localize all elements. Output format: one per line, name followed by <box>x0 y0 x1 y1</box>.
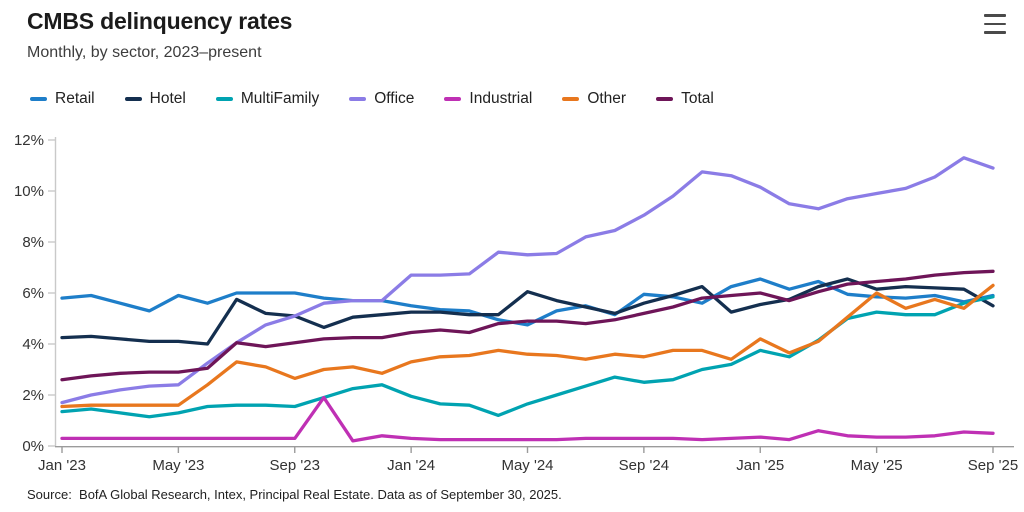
x-axis-label: Jan '23 <box>38 457 86 474</box>
x-axis-label: Jan '24 <box>387 457 435 474</box>
legend-item-industrial[interactable]: Industrial <box>444 90 532 108</box>
x-axis-label: May '23 <box>152 457 204 474</box>
hamburger-bar <box>984 14 1006 17</box>
series-line-other[interactable] <box>60 283 995 409</box>
series-line-multifamily[interactable] <box>60 295 995 419</box>
series-line-industrial[interactable] <box>60 395 995 443</box>
series-line-office[interactable] <box>60 156 995 405</box>
x-axis-label: Jan '25 <box>736 457 784 474</box>
legend-label: Retail <box>55 90 95 107</box>
legend-label: Industrial <box>469 90 533 107</box>
y-axis-label: 8% <box>22 234 44 251</box>
series-line-total[interactable] <box>60 269 995 382</box>
y-axis-label: 6% <box>22 285 44 302</box>
page-title: CMBS delinquency rates <box>27 8 293 34</box>
hamburger-bar <box>984 22 1006 26</box>
legend-label: Other <box>587 90 627 107</box>
y-axis-label: 0% <box>22 438 44 455</box>
x-axis-label: Sep '25 <box>968 457 1018 474</box>
legend-item-hotel[interactable]: Hotel <box>124 90 186 108</box>
x-axis-label: Sep '24 <box>619 457 669 474</box>
page-subtitle: Monthly, by sector, 2023–present <box>27 44 262 61</box>
legend-swatch-total <box>656 97 674 101</box>
legend-item-retail[interactable]: Retail <box>30 90 95 108</box>
legend-swatch-retail <box>30 97 47 101</box>
legend-swatch-office <box>349 97 367 101</box>
legend-swatch-hotel <box>124 97 142 101</box>
series-line-retail[interactable] <box>60 277 995 327</box>
legend-item-multifamily[interactable]: MultiFamily <box>215 90 320 108</box>
legend-item-office[interactable]: Office <box>349 90 414 108</box>
series-line-hotel[interactable] <box>60 277 995 346</box>
legend-label: Hotel <box>149 90 186 107</box>
hamburger-menu-icon[interactable] <box>984 12 1006 36</box>
legend-swatch-multifamily <box>215 97 233 101</box>
x-axis-label: May '25 <box>851 457 903 474</box>
y-axis-label: 4% <box>22 336 44 353</box>
legend-item-total[interactable]: Total <box>656 90 714 108</box>
legend-label: Total <box>681 90 714 107</box>
legend-label: MultiFamily <box>240 90 320 107</box>
x-axis-label: May '24 <box>501 457 553 474</box>
legend-item-other[interactable]: Other <box>562 90 626 108</box>
legend-swatch-other <box>562 97 580 101</box>
source-note: Source: BofA Global Research, Intex, Pri… <box>27 487 562 502</box>
y-axis-label: 2% <box>22 387 44 404</box>
y-axis-label: 10% <box>14 183 44 200</box>
legend-label: Office <box>374 90 415 107</box>
hamburger-bar <box>984 31 1006 34</box>
legend-swatch-industrial <box>444 97 462 101</box>
y-axis-label: 12% <box>14 132 44 149</box>
x-axis-label: Sep '23 <box>270 457 320 474</box>
legend: Retail Hotel MultiFamily Office Industrial Ot… <box>30 90 714 108</box>
